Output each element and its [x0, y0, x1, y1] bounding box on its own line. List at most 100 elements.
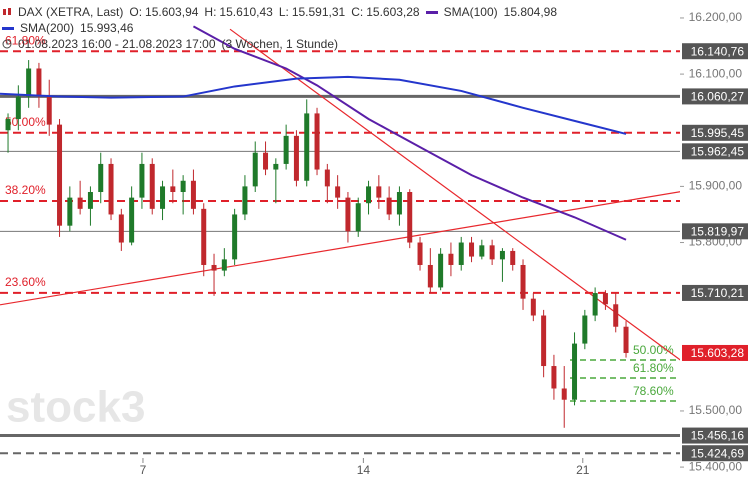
sma-line	[192, 25, 627, 241]
candle-body	[160, 186, 166, 209]
ohlc-name: L:	[278, 5, 289, 19]
candle-body	[5, 119, 11, 131]
ohlc-name: O:	[129, 5, 143, 19]
candle-body	[139, 163, 145, 198]
price-box	[682, 223, 748, 240]
fib-label: 50.00%	[633, 343, 674, 357]
candle-body	[221, 259, 227, 271]
span: (3 Wochen, 1 Stunde)	[221, 37, 339, 51]
candle-body	[582, 315, 588, 344]
candle-body	[87, 192, 93, 209]
legend-label: SMA(200)	[20, 21, 75, 35]
price-box-label: 15.424,69	[691, 446, 745, 460]
candle-body	[232, 214, 238, 260]
candle-body	[211, 264, 217, 271]
candle-body	[98, 163, 104, 192]
ohlc-value: 15.603,28	[366, 5, 420, 19]
candle-body	[108, 163, 114, 215]
current-price-label: 15.603,28	[691, 346, 745, 360]
candle-body	[469, 242, 475, 257]
candle-body	[15, 96, 21, 120]
candle-body	[602, 293, 608, 305]
plot: 61.80% 50.00% 38.20% 23.60% 50.00% 61.80% 78.6…	[0, 25, 680, 455]
candle-body	[510, 250, 516, 265]
candle-body	[479, 245, 485, 257]
candle-body	[489, 245, 495, 260]
candle-body	[613, 304, 619, 327]
price-box	[682, 445, 748, 462]
y-tick-label: 16.100,00	[689, 66, 743, 80]
legend-value: 15.804,98	[503, 5, 558, 19]
candle-body	[77, 197, 83, 209]
candle-body	[335, 186, 341, 198]
y-tick-label: 15.900,00	[689, 179, 743, 193]
candle-body	[263, 152, 269, 170]
fib-label: 61.80%	[5, 33, 46, 47]
ohlc-value: 15.591,31	[291, 5, 346, 19]
candle-body	[366, 186, 372, 204]
instrument: DAX (XETRA, Last)	[18, 5, 124, 19]
legend-label: SMA(100)	[443, 5, 498, 19]
candle-body	[170, 186, 176, 192]
trendline	[229, 28, 680, 361]
candle-body	[201, 208, 207, 265]
fib-label: 23.60%	[5, 275, 46, 289]
price-box-label: 15.962,45	[691, 144, 745, 158]
clock-icon	[2, 39, 12, 49]
price-box-label: 16.140,76	[691, 44, 745, 58]
candle-body	[149, 163, 155, 209]
candle-body	[561, 388, 567, 400]
ohlc-value: 15.610,43	[219, 5, 273, 19]
x-tick-label: 7	[140, 463, 147, 477]
candle-body	[345, 197, 351, 232]
price-box	[682, 284, 748, 301]
candle-body	[57, 124, 63, 226]
candle-body	[304, 113, 310, 181]
price-box-label: 15.710,21	[691, 286, 745, 300]
price-box	[682, 88, 748, 105]
candle-body	[26, 68, 32, 97]
candle-body	[417, 242, 423, 265]
candle-body	[324, 169, 330, 187]
candle-body	[293, 135, 299, 181]
legend-row: SMA(200) 15.993,46	[2, 20, 557, 36]
candle-body	[283, 135, 289, 164]
candle-body	[499, 250, 505, 260]
fib-label: 78.60%	[633, 384, 674, 398]
price-box	[682, 143, 748, 160]
y-tick-label: 15.400,00	[689, 459, 743, 473]
candle-body	[118, 214, 124, 243]
icon	[3, 8, 11, 15]
candle-body	[129, 197, 135, 243]
candle-body	[592, 293, 598, 316]
fib-label: 50.00%	[5, 115, 46, 129]
price-box-label: 15.819,97	[691, 224, 745, 238]
watermark: stock3	[6, 383, 145, 432]
candle-body	[190, 180, 196, 209]
price-box-label: 15.456,16	[691, 429, 745, 443]
legend-row: 01.08.2023 16:00 - 21.08.2023 17:00 (3 W…	[2, 36, 557, 52]
fib-label: 38.20%	[5, 183, 46, 197]
x-tick-label: 21	[576, 463, 590, 477]
sma-line	[0, 75, 627, 135]
legend-value: 15.993,46	[80, 21, 134, 35]
candle-body	[407, 192, 413, 243]
candle-body	[242, 186, 248, 215]
candle-body	[314, 113, 320, 170]
candle-body	[273, 163, 279, 170]
ohlc: O: 15.603,94 H: 15.610,43 L: 15.591,31 C: 15.60…	[129, 4, 419, 20]
candle-body	[438, 253, 444, 288]
ohlc-value: 15.603,94	[145, 5, 199, 19]
candle-body	[376, 186, 382, 198]
candle-body	[386, 197, 392, 215]
candle-body	[46, 96, 52, 125]
trendline	[0, 191, 680, 306]
candle-body	[355, 203, 361, 232]
price-box	[682, 124, 748, 141]
legend-swatch	[2, 26, 14, 30]
legend: DAX (XETRA, Last) O: 15.603,94 H: 15.610,43…	[2, 4, 557, 52]
y-tick-label: 16.200,00	[689, 10, 743, 24]
current-price-box	[682, 344, 748, 361]
